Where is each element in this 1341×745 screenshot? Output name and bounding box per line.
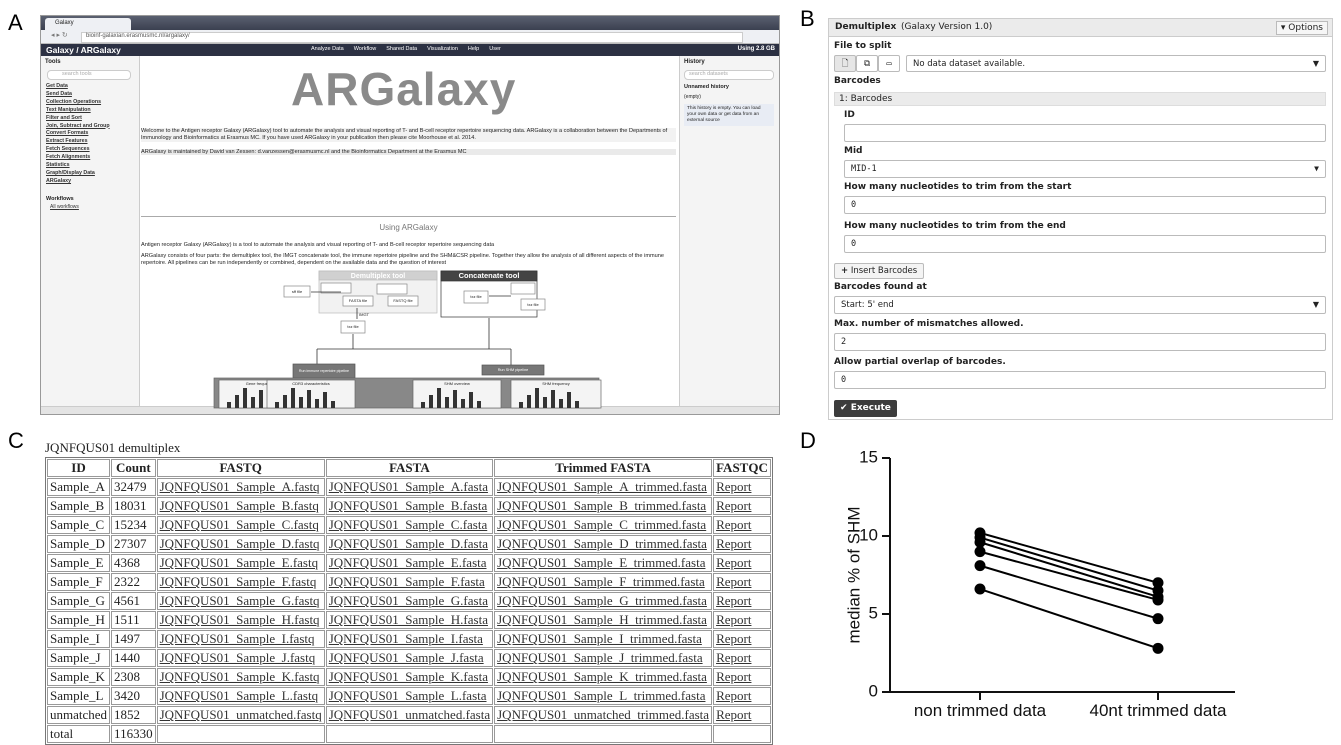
data-point: [975, 537, 986, 548]
x-tick-label: non trimmed data: [905, 700, 1055, 721]
series-line: [980, 538, 1158, 591]
data-point: [975, 546, 986, 557]
shm-chart: median % of SHM 051015: [0, 0, 1341, 743]
series-line: [980, 589, 1158, 648]
y-tick-label: 0: [869, 681, 878, 700]
series-line: [980, 542, 1158, 597]
x-tick-label: 40nt trimmed data: [1083, 700, 1233, 721]
y-tick-label: 5: [869, 603, 878, 622]
data-point: [1153, 594, 1164, 605]
data-point: [975, 560, 986, 571]
page: A B C D Galaxy ◂ ▸ ↻ bioinf-galaxian.era…: [0, 0, 1341, 743]
data-point: [1153, 613, 1164, 624]
y-tick-label: 10: [859, 525, 878, 544]
y-tick-label: 15: [859, 447, 878, 466]
data-point: [975, 584, 986, 595]
data-point: [1153, 643, 1164, 654]
